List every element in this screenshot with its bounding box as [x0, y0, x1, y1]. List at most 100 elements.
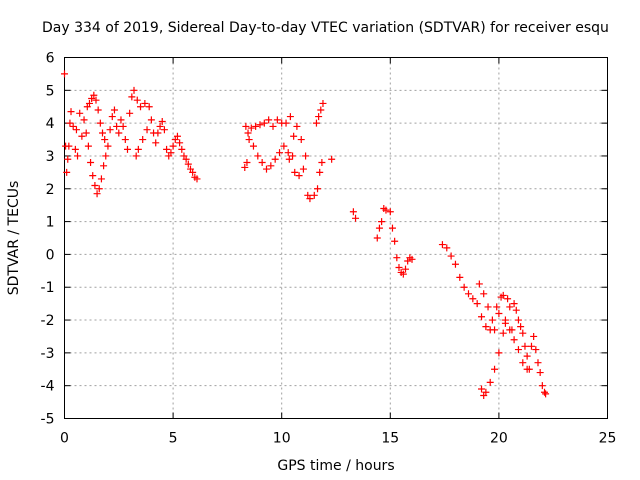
- x-tick-label: 10: [273, 431, 291, 447]
- grid-lines: [64, 57, 608, 419]
- data-point: [495, 309, 503, 317]
- data-point: [447, 252, 455, 260]
- data-point: [96, 119, 104, 127]
- data-point: [478, 385, 486, 393]
- data-point: [91, 181, 99, 189]
- data-point: [306, 195, 314, 203]
- data-point: [63, 168, 71, 176]
- data-point: [314, 185, 322, 193]
- y-tick-label: 5: [46, 83, 55, 99]
- data-point: [254, 152, 262, 160]
- data-point: [163, 145, 171, 153]
- data-point: [64, 155, 72, 163]
- y-tick-label: -2: [41, 313, 55, 329]
- data-point: [378, 218, 386, 226]
- data-point: [386, 208, 394, 216]
- data-point: [519, 359, 527, 367]
- data-point: [137, 103, 145, 111]
- data-point: [519, 329, 527, 337]
- data-point: [352, 214, 360, 222]
- data-point: [282, 119, 290, 127]
- data-point: [293, 122, 301, 130]
- y-axis-label: SDTVAR / TECUs: [6, 181, 22, 296]
- data-point: [267, 162, 275, 170]
- data-point: [262, 165, 270, 173]
- data-point: [395, 264, 403, 272]
- y-tick-label: 6: [46, 51, 55, 67]
- data-point: [189, 168, 197, 176]
- data-point: [317, 106, 325, 114]
- y-tick-label: -1: [41, 280, 55, 296]
- data-point: [93, 190, 101, 198]
- data-point: [530, 332, 538, 340]
- data-point: [295, 172, 303, 180]
- data-point: [145, 103, 153, 111]
- x-tick-label: 20: [490, 431, 508, 447]
- y-tick-label: 2: [46, 182, 55, 198]
- data-point: [517, 323, 525, 331]
- x-tick-label: 0: [60, 431, 69, 447]
- data-point: [108, 113, 116, 121]
- data-point: [460, 283, 468, 291]
- data-point: [66, 119, 74, 127]
- data-point: [319, 99, 327, 107]
- data-point: [373, 234, 381, 242]
- data-point: [289, 152, 297, 160]
- data-point: [541, 388, 549, 396]
- data-point: [156, 122, 164, 130]
- data-point: [523, 352, 531, 360]
- data-point: [167, 149, 175, 157]
- data-point: [495, 349, 503, 357]
- x-axis-label: GPS time / hours: [277, 458, 394, 474]
- data-point: [139, 136, 147, 144]
- data-point: [482, 388, 490, 396]
- data-point: [499, 329, 507, 337]
- data-point: [480, 290, 488, 298]
- data-point: [290, 132, 298, 140]
- data-point: [78, 132, 86, 140]
- data-point: [523, 365, 531, 373]
- data-point: [284, 149, 292, 157]
- data-point: [184, 160, 192, 168]
- y-tick-label: 0: [46, 247, 55, 263]
- data-point: [87, 159, 95, 167]
- data-point: [328, 155, 336, 163]
- data-point: [315, 113, 323, 121]
- data-point: [491, 365, 499, 373]
- data-point: [154, 129, 162, 137]
- data-point: [269, 122, 277, 130]
- data-point: [506, 303, 514, 311]
- data-point: [113, 122, 121, 130]
- data-point: [464, 290, 472, 298]
- data-point: [512, 306, 520, 314]
- data-point: [534, 359, 542, 367]
- data-point: [316, 168, 324, 176]
- data-point: [121, 136, 129, 144]
- data-point: [85, 99, 93, 107]
- x-tick-label: 25: [599, 431, 617, 447]
- data-point: [260, 119, 268, 127]
- data-point: [312, 119, 320, 127]
- data-point: [493, 303, 501, 311]
- data-point: [475, 280, 483, 288]
- data-point: [74, 152, 82, 160]
- data-point: [158, 117, 166, 125]
- data-point: [117, 116, 125, 124]
- data-point: [469, 295, 477, 303]
- data-point: [95, 185, 103, 193]
- data-point: [393, 254, 401, 262]
- data-point: [391, 237, 399, 245]
- data-points: [61, 70, 550, 400]
- data-point: [169, 142, 177, 150]
- data-point: [514, 316, 522, 324]
- data-point: [242, 122, 250, 130]
- data-point: [123, 145, 131, 153]
- data-point: [256, 121, 264, 129]
- data-point: [244, 129, 252, 137]
- data-point: [182, 155, 190, 163]
- data-point: [252, 122, 260, 130]
- data-point: [375, 224, 383, 232]
- data-point: [521, 342, 529, 350]
- data-point: [89, 172, 97, 180]
